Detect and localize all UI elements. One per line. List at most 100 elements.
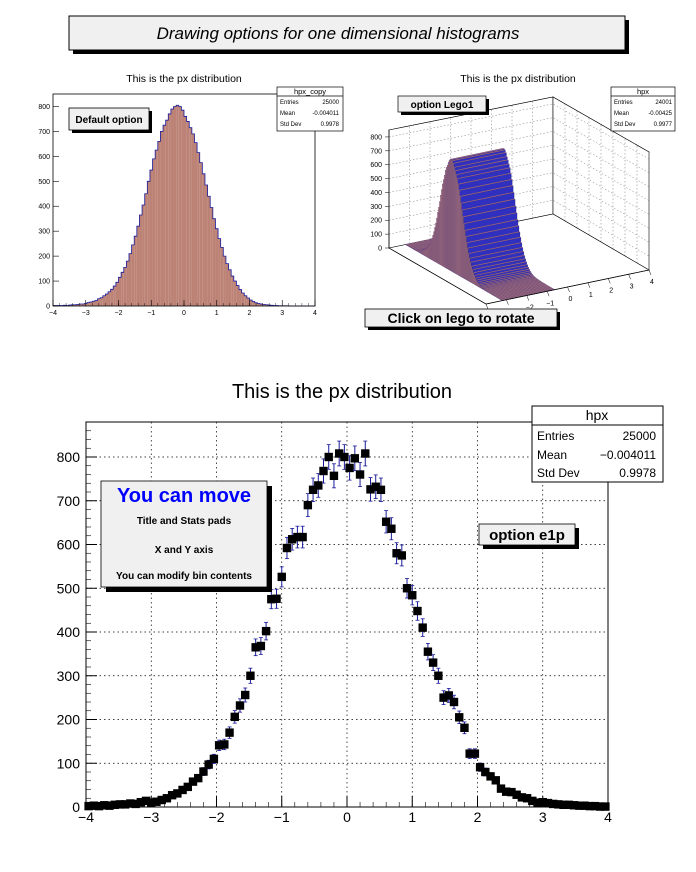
main-x-tick-label: 1 [408,809,416,825]
lego-x-tick [567,286,570,293]
e1p-point [329,471,339,481]
e1p-point [366,485,375,494]
default-x-tick-label: 4 [313,310,317,317]
main-title-box[interactable]: Drawing options for one dimensional hist… [68,15,629,54]
move-note-box[interactable]: You can move Title and Stats pads X and … [100,480,272,592]
lego-x-tick-label: −1 [546,300,554,307]
lego-stats-box[interactable]: hpx Entries 24001 Mean -0.00425 Std Dev … [610,86,676,132]
e1p-point [298,532,307,542]
lego-bin-top [477,272,533,284]
e1p-point [251,643,260,652]
e1p-point [512,790,521,799]
default-stats-val-1: -0.004011 [312,111,339,117]
e1p-point [167,790,177,800]
e1p-point [397,551,407,560]
lego-bin-top [481,276,536,289]
main-stats-key-2: Std Dev [537,466,580,480]
main-plot-frame [85,421,609,808]
lego-x-tick-label: 3 [630,283,634,290]
e1p-point [345,463,354,473]
lego-z-tick-label: 800 [370,134,382,141]
main-y-tick-label: 0 [72,799,80,815]
rotate-lego-button[interactable]: Click on lego to rotate [364,308,560,330]
e1p-point [381,517,391,526]
e1p-point [324,452,333,462]
default-bin [173,106,177,307]
e1p-point [428,658,438,667]
lego-x-tick [648,269,652,276]
default-y-tick-label: 200 [38,254,50,261]
e1p-option-label[interactable]: option e1p [478,523,579,549]
lego-stats-val-0: 24001 [655,100,672,106]
e1p-point [575,801,584,810]
e1p-point [277,572,286,582]
default-stats-name: hpx_copy [294,87,326,96]
main-x-tick-label: −3 [143,809,159,825]
default-bin [136,226,140,306]
default-option-label[interactable]: Default option [68,107,152,133]
lego-stats-val-2: 0.9977 [654,122,673,128]
lego-bin-top [473,264,529,276]
default-y-tick-label: 700 [38,129,50,136]
default-bin [249,300,253,306]
e1p-point [230,712,239,722]
lego-bin-top [469,246,524,259]
rotate-lego-text: Click on lego to rotate [387,310,534,326]
default-stats-box[interactable]: hpx_copy Entries 25000 Mean -0.004011 St… [276,86,344,132]
default-bin [79,304,82,306]
default-x-tick-label: 0 [182,310,186,317]
lego-option-label[interactable]: option Lego1 [397,95,489,115]
default-bin [252,301,255,306]
main-pad[interactable]: This is the px distribution −4 −3 −2 −1 0 1 2 3… [57,381,664,825]
default-bin [223,256,226,306]
e1p-point [376,485,386,495]
default-bin [178,106,182,307]
default-bin [168,113,171,306]
default-bin [89,302,93,306]
e1p-point [585,801,594,811]
default-bin [163,125,166,306]
e1p-point [293,532,302,542]
lego-bin-top [468,242,523,254]
default-bin [202,173,205,306]
default-histogram-bars [52,104,315,307]
lego-x-tick [546,291,550,297]
lego-x-tick-label: 0 [569,296,573,303]
lego-bin-top [454,159,509,172]
lego-bin-top [479,274,534,287]
default-bin [225,263,229,306]
lego-pad[interactable]: This is the px distribution 010020030040… [364,73,676,330]
main-y-tick-label: 800 [57,449,81,465]
default-bin [147,181,150,306]
main-x-tick-label: 3 [539,809,547,825]
default-bin [110,289,114,306]
default-bin [241,293,245,306]
lego-bin-top [474,266,530,279]
e1p-point [418,623,427,632]
move-note-line-0: Title and Stats pads [137,516,232,527]
main-title: Drawing options for one dimensional hist… [157,24,520,43]
main-stats-val-2: 0.9978 [619,466,656,480]
main-y-tick-label: 300 [57,668,81,684]
lego-x-tick [628,274,631,280]
default-pad[interactable]: This is the px distribution −4 −3 −2 −1 0 1 2 3… [38,73,344,317]
e1p-point [449,697,459,707]
lego-stats-name: hpx [637,87,649,96]
default-bin [68,305,72,306]
main-stats-box[interactable]: hpx Entries 25000 Mean −0.004011 Std Dev… [531,405,664,483]
default-bin [73,304,77,306]
default-bin [197,152,200,306]
lego-bin-top [465,225,520,238]
e1p-point [392,549,401,558]
e1p-point [548,799,558,809]
lego-bin-top [467,236,522,249]
e1p-point [465,749,474,758]
e1p-point [209,754,219,764]
default-bin [152,158,156,306]
e1p-point [595,802,605,811]
default-bin [123,267,127,306]
main-x-tick-label: 0 [343,809,351,825]
lego-bin-top [451,149,506,162]
lego-histogram-bars[interactable] [404,148,556,301]
default-bin [181,110,184,306]
